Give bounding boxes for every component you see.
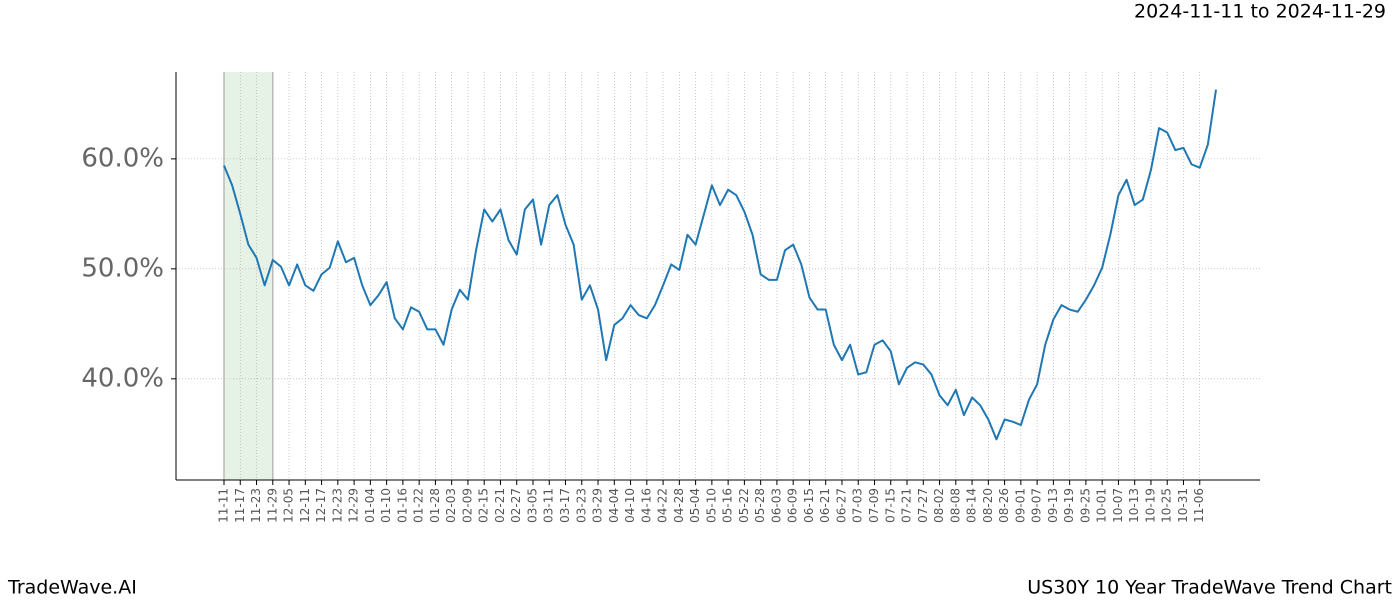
x-tick-label: 05-10: [704, 488, 718, 523]
x-tick-label: 02-15: [477, 488, 491, 523]
y-tick-label: 40.0%: [81, 363, 164, 393]
x-tick-label: 05-16: [721, 488, 735, 523]
x-tick-label: 02-27: [509, 488, 523, 523]
highlight-band: [224, 72, 273, 480]
x-tick-label: 06-15: [802, 488, 816, 523]
x-tick-label: 10-31: [1176, 488, 1190, 523]
y-tick-label: 60.0%: [81, 143, 164, 173]
x-tick-label: 11-11: [217, 488, 231, 523]
x-tick-label: 05-04: [688, 488, 702, 523]
x-tick-label: 04-16: [639, 488, 653, 523]
x-tick-label: 04-10: [623, 488, 637, 523]
x-tick-label: 07-27: [916, 488, 930, 523]
x-tick-label: 03-17: [558, 488, 572, 523]
x-tick-label: 09-07: [1030, 488, 1044, 523]
x-tick-label: 01-28: [428, 488, 442, 523]
x-tick-label: 12-23: [330, 488, 344, 523]
x-tick-label: 10-13: [1127, 488, 1141, 523]
x-tick-label: 02-21: [493, 488, 507, 523]
x-tick-label: 11-29: [265, 488, 279, 523]
x-tick-label: 08-20: [981, 488, 995, 523]
x-tick-label: 03-11: [542, 488, 556, 523]
x-tick-label: 10-01: [1095, 488, 1109, 523]
x-tick-label: 10-07: [1111, 488, 1125, 523]
x-tick-label: 07-15: [883, 488, 897, 523]
x-tick-label: 04-22: [656, 488, 670, 523]
brand: TradeWave.AI: [7, 577, 137, 599]
x-tick-label: 06-27: [834, 488, 848, 523]
x-tick-label: 08-02: [932, 488, 946, 523]
x-tick-label: 06-03: [769, 488, 783, 523]
x-tick-label: 09-01: [1013, 488, 1027, 523]
x-tick-label: 09-13: [1046, 488, 1060, 523]
x-tick-label: 08-08: [948, 488, 962, 523]
x-tick-label: 12-05: [282, 488, 296, 523]
x-tick-label: 04-04: [607, 488, 621, 523]
x-tick-label: 05-22: [737, 488, 751, 523]
x-tick-label: 11-17: [233, 488, 247, 523]
x-tick-label: 03-23: [574, 488, 588, 523]
x-tick-label: 11-06: [1192, 488, 1206, 523]
x-tick-label: 03-05: [525, 488, 539, 523]
x-tick-label: 01-16: [395, 488, 409, 523]
x-tick-label: 07-03: [851, 488, 865, 523]
x-tick-label: 12-17: [314, 488, 328, 523]
x-tick-label: 01-10: [379, 488, 393, 523]
x-tick-label: 02-03: [444, 488, 458, 523]
x-tick-label: 01-04: [363, 488, 377, 523]
x-tick-label: 08-26: [997, 488, 1011, 523]
x-tick-label: 12-11: [298, 488, 312, 523]
x-tick-label: 06-21: [818, 488, 832, 523]
x-tick-label: 05-28: [753, 488, 767, 523]
x-tick-label: 09-25: [1078, 488, 1092, 523]
x-tick-label: 12-29: [347, 488, 361, 523]
x-tick-label: 09-19: [1062, 488, 1076, 523]
x-tick-label: 02-09: [460, 488, 474, 523]
trend-line: [223, 89, 1217, 441]
x-tick-label: 06-09: [786, 488, 800, 523]
x-tick-label: 03-29: [591, 488, 605, 523]
x-tick-label: 01-22: [412, 488, 426, 523]
date-range: 2024-11-11 to 2024-11-29: [1134, 1, 1386, 23]
x-tick-label: 07-09: [867, 488, 881, 523]
x-tick-label: 10-19: [1143, 488, 1157, 523]
x-tick-label: 10-25: [1160, 488, 1174, 523]
x-tick-label: 08-14: [965, 488, 979, 523]
x-tick-label: 11-23: [249, 488, 263, 523]
x-tick-label: 07-21: [900, 488, 914, 523]
chart-title: US30Y 10 Year TradeWave Trend Chart: [1027, 577, 1392, 599]
y-tick-label: 50.0%: [81, 253, 164, 283]
x-tick-label: 04-28: [672, 488, 686, 523]
